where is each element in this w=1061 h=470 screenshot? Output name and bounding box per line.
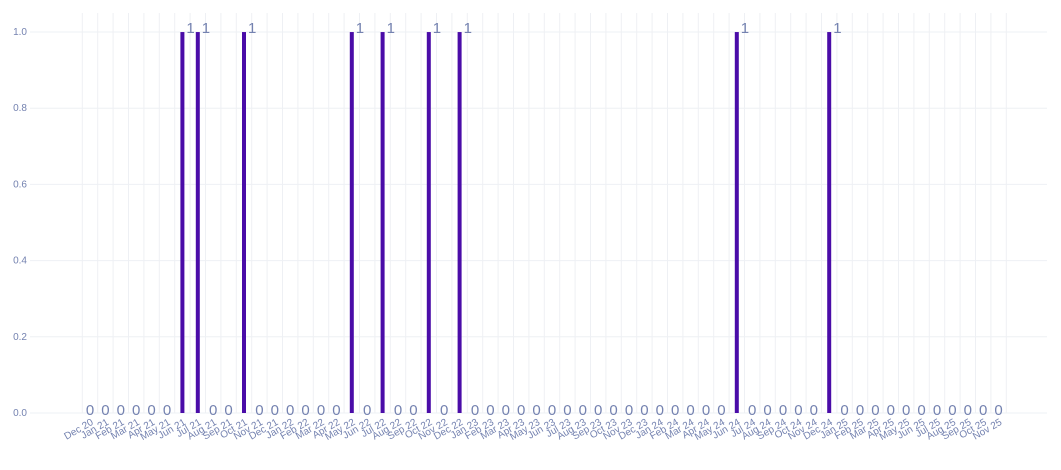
data-label: 0 bbox=[656, 402, 664, 419]
data-label: 0 bbox=[887, 402, 895, 419]
data-label: 0 bbox=[779, 402, 787, 419]
data-label: 0 bbox=[394, 402, 402, 419]
bar bbox=[426, 32, 431, 414]
data-label: 0 bbox=[271, 402, 279, 419]
data-label: 1 bbox=[186, 20, 194, 37]
data-label: 0 bbox=[502, 402, 510, 419]
data-label: 0 bbox=[794, 402, 802, 419]
data-label: 0 bbox=[640, 402, 648, 419]
data-label: 0 bbox=[286, 402, 294, 419]
bar bbox=[349, 32, 354, 414]
y-tick-label: 0.4 bbox=[13, 256, 27, 267]
data-label: 1 bbox=[248, 20, 256, 37]
data-label: 0 bbox=[332, 402, 340, 419]
data-label: 0 bbox=[224, 402, 232, 419]
bar bbox=[827, 32, 832, 414]
data-label: 0 bbox=[625, 402, 633, 419]
data-label: 0 bbox=[548, 402, 556, 419]
data-label: 0 bbox=[609, 402, 617, 419]
data-label: 0 bbox=[363, 402, 371, 419]
data-label: 0 bbox=[117, 402, 125, 419]
data-label: 0 bbox=[871, 402, 879, 419]
data-label: 1 bbox=[202, 20, 210, 37]
y-tick-label: 0.0 bbox=[13, 408, 27, 419]
bar bbox=[380, 32, 385, 414]
data-label: 0 bbox=[301, 402, 309, 419]
data-label: 0 bbox=[686, 402, 694, 419]
data-label: 0 bbox=[163, 402, 171, 419]
data-label: 0 bbox=[579, 402, 587, 419]
bar bbox=[195, 32, 200, 414]
y-tick-label: 1.0 bbox=[13, 27, 27, 38]
data-label: 1 bbox=[433, 20, 441, 37]
data-label: 0 bbox=[255, 402, 263, 419]
data-label: 0 bbox=[147, 402, 155, 419]
data-label: 0 bbox=[902, 402, 910, 419]
data-label: 0 bbox=[317, 402, 325, 419]
data-label: 0 bbox=[964, 402, 972, 419]
y-tick-label: 0.6 bbox=[13, 179, 27, 190]
y-tick-label: 0.2 bbox=[13, 332, 27, 343]
data-label: 0 bbox=[409, 402, 417, 419]
data-label: 0 bbox=[748, 402, 756, 419]
grid-layer bbox=[30, 13, 1047, 414]
data-label: 0 bbox=[856, 402, 864, 419]
data-label: 0 bbox=[471, 402, 479, 419]
data-label: 0 bbox=[132, 402, 140, 419]
bar-layer bbox=[180, 32, 832, 414]
data-label: 0 bbox=[101, 402, 109, 419]
y-tick-label: 0.8 bbox=[13, 103, 27, 114]
data-label: 1 bbox=[833, 20, 841, 37]
bar bbox=[734, 32, 739, 414]
data-label: 0 bbox=[810, 402, 818, 419]
data-label: 0 bbox=[532, 402, 540, 419]
data-label: 0 bbox=[671, 402, 679, 419]
data-label: 0 bbox=[563, 402, 571, 419]
data-label: 0 bbox=[440, 402, 448, 419]
data-label: 1 bbox=[356, 20, 364, 37]
bar bbox=[242, 32, 246, 414]
data-label: 0 bbox=[933, 402, 941, 419]
data-label: 1 bbox=[464, 20, 472, 37]
data-label: 0 bbox=[486, 402, 494, 419]
bar bbox=[180, 32, 185, 414]
data-label: 0 bbox=[948, 402, 956, 419]
data-label: 0 bbox=[594, 402, 602, 419]
data-label: 0 bbox=[994, 402, 1002, 419]
data-label: 0 bbox=[209, 402, 217, 419]
bar bbox=[457, 32, 462, 414]
data-label: 0 bbox=[86, 402, 94, 419]
data-label: 0 bbox=[717, 402, 725, 419]
data-label: 1 bbox=[741, 20, 749, 37]
data-label: 0 bbox=[517, 402, 525, 419]
data-label: 0 bbox=[763, 402, 771, 419]
data-label: 0 bbox=[702, 402, 710, 419]
data-label: 0 bbox=[979, 402, 987, 419]
y-axis: 0.0 0.2 0.4 0.6 0.8 1.0 bbox=[13, 27, 27, 419]
data-label: 0 bbox=[917, 402, 925, 419]
data-label: 1 bbox=[387, 20, 395, 37]
data-label: 0 bbox=[840, 402, 848, 419]
